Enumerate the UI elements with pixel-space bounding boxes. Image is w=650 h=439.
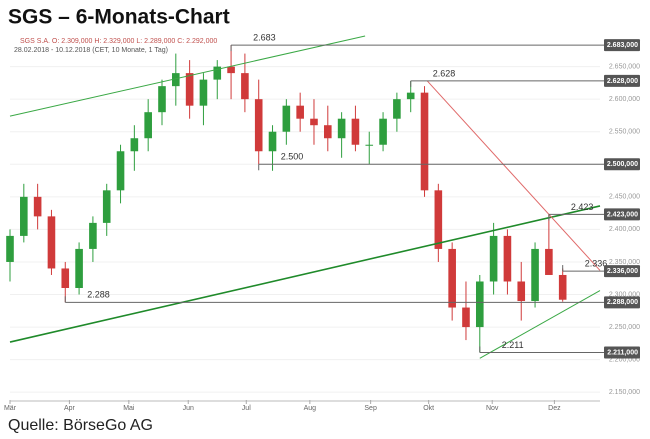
level-box <box>604 74 640 87</box>
y-tick-label: 2.650,000 <box>609 63 640 70</box>
x-tick-label: Jun <box>183 405 194 412</box>
date-line: 28.02.2018 - 10.12.2018 (CET, 10 Monate,… <box>14 47 168 54</box>
candle-body <box>558 274 567 300</box>
candle-body <box>102 190 111 223</box>
trendline <box>426 80 601 271</box>
level-label: 2.683 <box>253 32 276 42</box>
candle-body <box>489 235 498 282</box>
level-box-label: 2.423,000 <box>607 211 638 218</box>
candle-body <box>185 73 194 106</box>
candle-body <box>20 196 28 236</box>
candle-body <box>199 79 208 106</box>
candle-body <box>337 118 346 139</box>
candle-body <box>282 105 291 132</box>
level-box <box>604 158 640 171</box>
level-label: 2.628 <box>433 68 456 78</box>
y-tick-label: 2.400,000 <box>609 226 640 233</box>
candle-body <box>503 235 512 282</box>
candle-body <box>420 92 429 191</box>
candle-body <box>213 66 222 80</box>
level-box <box>604 265 640 278</box>
level-label: 2.423 <box>571 202 594 212</box>
candle-body <box>6 235 14 262</box>
x-tick-label: Mai <box>123 405 135 412</box>
candle-body <box>296 105 304 119</box>
candle-body <box>393 99 401 119</box>
candle-body <box>310 118 318 126</box>
candle-body <box>241 73 249 100</box>
candle-body <box>89 222 97 249</box>
level-box <box>604 346 640 359</box>
candle-body <box>172 73 180 87</box>
y-tick-label: 2.250,000 <box>609 324 640 331</box>
candle-body <box>475 281 484 328</box>
y-tick-label: 2.350,000 <box>609 259 640 266</box>
level-box <box>604 296 640 309</box>
level-label: 2.336 <box>585 258 608 268</box>
level-box-label: 2.683,000 <box>607 42 638 49</box>
candle-body <box>448 248 456 308</box>
candle-body <box>158 86 166 113</box>
trendline <box>9 35 366 117</box>
candle-body <box>130 138 139 152</box>
level-box <box>604 208 640 221</box>
candle-body <box>61 268 70 288</box>
candle-body <box>33 196 42 217</box>
y-tick-label: 2.450,000 <box>609 194 640 201</box>
y-tick-label: 2.600,000 <box>609 96 640 103</box>
candle-body <box>517 281 526 302</box>
source: Quelle: BörseGo AG <box>8 417 153 434</box>
trendline <box>479 290 601 359</box>
candle-body <box>434 190 443 249</box>
candle-body <box>323 125 332 139</box>
candle-body <box>545 248 553 275</box>
level-box-label: 2.336,000 <box>607 268 638 275</box>
level-box <box>604 39 640 52</box>
y-tick-label: 2.550,000 <box>609 129 640 136</box>
candle-body <box>144 112 152 139</box>
y-tick-label: 2.150,000 <box>609 389 640 396</box>
x-tick-label: Okt <box>423 405 434 412</box>
candle-body <box>227 66 235 74</box>
candle-body <box>462 307 470 328</box>
candle-body <box>379 118 387 145</box>
x-tick-label: Mär <box>4 405 17 412</box>
x-tick-label: Sep <box>364 405 377 412</box>
level-label: 2.500 <box>281 152 304 162</box>
info-line: SGS S.A. O: 2.309,000 H: 2.329,000 L: 2.… <box>20 38 217 45</box>
candle-body <box>116 151 125 191</box>
candle-body <box>268 131 277 152</box>
candle-body <box>406 92 415 100</box>
x-tick-label: Jul <box>242 405 251 412</box>
x-tick-label: Nov <box>486 405 499 412</box>
level-box-label: 2.500,000 <box>607 161 638 168</box>
chart-title: SGS – 6-Monats-Chart <box>8 6 230 29</box>
candle-body <box>351 118 360 145</box>
candle-body <box>75 248 83 288</box>
trendline <box>9 205 601 343</box>
level-box-label: 2.211,000 <box>607 349 638 356</box>
x-tick-label: Apr <box>64 405 76 412</box>
candle-body <box>47 216 56 269</box>
level-label: 2.211 <box>502 340 524 350</box>
level-box-label: 2.628,000 <box>607 78 638 85</box>
candle-body <box>531 248 539 302</box>
y-tick-label: 2.300,000 <box>609 291 640 298</box>
level-box-label: 2.288,000 <box>607 299 638 306</box>
x-tick-label: Aug <box>304 405 317 412</box>
candle-body <box>365 144 374 146</box>
x-tick-label: Dez <box>548 405 561 412</box>
y-tick-label: 2.200,000 <box>609 356 640 363</box>
candle-body <box>254 99 263 152</box>
level-label: 2.288 <box>87 290 110 300</box>
